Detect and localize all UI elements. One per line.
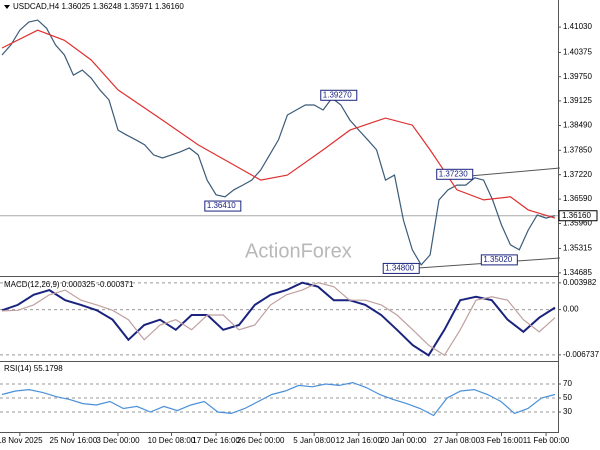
annotation-label: 1.39270: [323, 90, 352, 99]
x-tick-label: 3 Feb 16:00: [480, 436, 523, 445]
annotation-box: [204, 200, 242, 212]
rsi-title: RSI(14) 55.1798: [4, 364, 63, 373]
chart-title: USDCAD,H4 1.36025 1.36248 1.35971 1.3616…: [13, 2, 184, 11]
annotation-label: 1.37230: [439, 169, 468, 178]
x-tick-label: 5 Jan 08:00: [293, 436, 335, 445]
x-tick-label: 26 Dec 00:00: [237, 436, 285, 445]
y-tick-label: 1.37850: [563, 145, 592, 154]
y-tick-label: 1.39125: [563, 96, 592, 105]
last-price-label: 1.36160: [562, 211, 591, 220]
watermark: ActionForex: [245, 240, 352, 262]
x-tick-label: 20 Jan 00:00: [380, 436, 427, 445]
series-line: [1, 19, 556, 266]
y-tick-label: -0.006737: [563, 350, 600, 359]
y-tick-label: 70: [563, 379, 572, 388]
y-tick-label: 0.003982: [563, 278, 597, 287]
annotation-box: [320, 89, 358, 101]
y-tick-label: 0.00: [563, 305, 579, 314]
x-tick-label: 27 Jan 08:00: [434, 436, 481, 445]
series-line: [1, 282, 556, 357]
macd-title: MACD(12,26,9) 0.000325 -0.000371: [4, 280, 134, 289]
dropdown-icon: [4, 5, 10, 9]
x-tick-label: 18 Nov 2025: [0, 436, 43, 445]
annotation-box: [382, 262, 420, 274]
annotation-label: 1.34800: [385, 264, 414, 273]
series-line: [1, 381, 556, 417]
y-tick-label: 1.38490: [563, 121, 592, 130]
x-tick-label: 25 Nov 16:00: [50, 436, 98, 445]
y-tick-label: 1.39750: [563, 72, 592, 81]
y-tick-label: 1.37220: [563, 170, 592, 179]
x-tick-label: 10 Dec 08:00: [148, 436, 196, 445]
x-tick-label: 3 Dec 00:00: [96, 436, 140, 445]
last-price-box: [558, 210, 598, 222]
y-tick-label: 1.40375: [563, 48, 592, 57]
y-tick-label: 1.35960: [563, 219, 592, 228]
x-tick-label: 12 Jan 16:00: [336, 436, 383, 445]
y-tick-label: 1.41030: [563, 22, 592, 31]
annotation-box: [436, 168, 474, 180]
y-tick-label: 1.35315: [563, 244, 592, 253]
y-tick-label: 30: [563, 407, 572, 416]
x-tick-label: 17 Dec 16:00: [192, 436, 240, 445]
y-tick-label: 1.36590: [563, 194, 592, 203]
series-line: [1, 281, 556, 357]
y-tick-label: 1.34685: [563, 268, 592, 277]
annotation-box: [480, 254, 518, 266]
y-tick-label: 50: [563, 393, 572, 402]
series-line: [1, 29, 556, 219]
annotation-label: 1.35020: [483, 255, 512, 264]
annotation-label: 1.36410: [207, 201, 236, 210]
x-tick-label: 11 Feb 00:00: [523, 436, 570, 445]
